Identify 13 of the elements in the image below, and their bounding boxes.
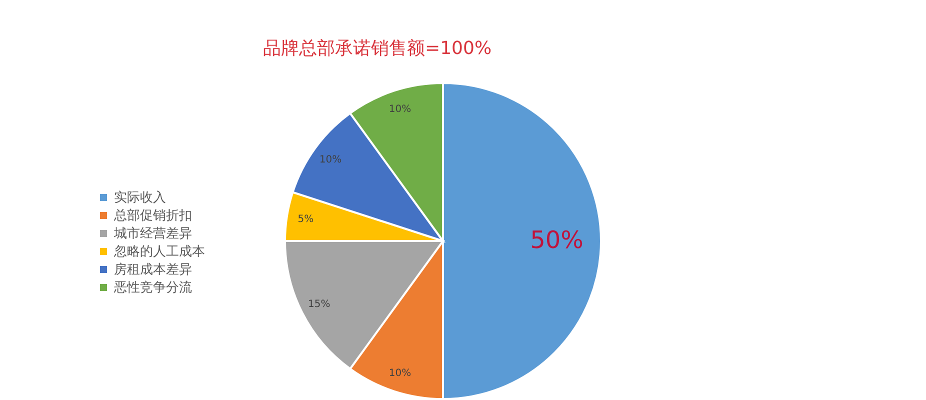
legend-label: 房租成本差异: [114, 262, 192, 278]
data-label: 5%: [298, 214, 314, 226]
legend-label: 恶性竞争分流: [113, 280, 192, 296]
legend-label: 城市经营差异: [113, 226, 192, 242]
legend-label: 总部促销折扣: [113, 208, 192, 224]
legend-label: 忽略的人工成本: [113, 244, 205, 260]
data-label: 10%: [319, 154, 342, 166]
data-label: 10%: [388, 104, 412, 115]
data-label: 10%: [388, 368, 412, 380]
data-label: 50%: [530, 226, 584, 254]
data-label: 15%: [308, 299, 330, 310]
chart-title: 品牌总部承诺销售额=100%: [263, 38, 492, 59]
legend-label: 实际收入: [114, 190, 166, 206]
